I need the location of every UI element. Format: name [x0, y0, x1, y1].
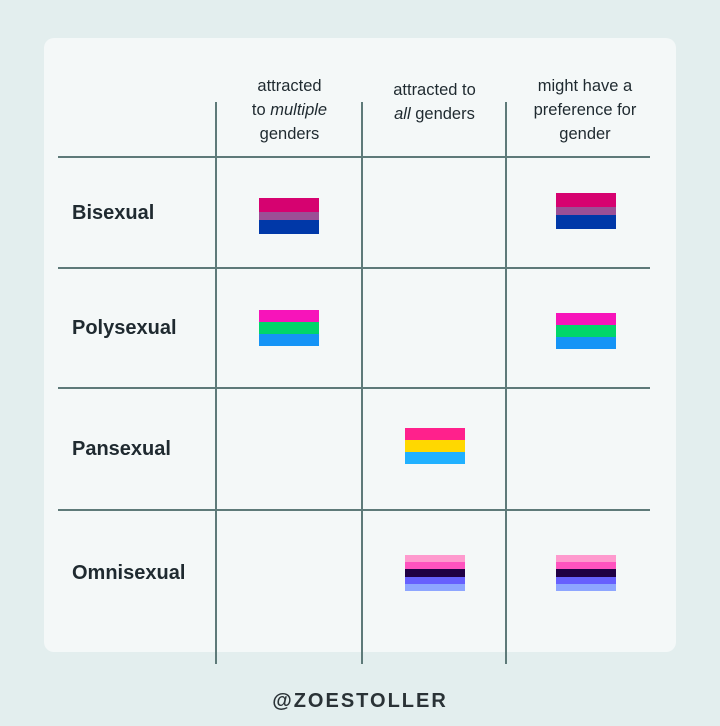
flag-stripe: [556, 576, 616, 584]
flag-stripe: [259, 219, 319, 235]
column-header-line: preference for: [533, 101, 637, 119]
column-header-all: attracted to all genders: [363, 58, 506, 146]
flag-stripe: [556, 555, 616, 563]
row-header-omnisexual: Omnisexual: [72, 561, 186, 584]
column-header-line: genders: [259, 125, 320, 143]
grid-line-h4: [58, 509, 650, 511]
flag-stripe: [556, 337, 616, 349]
flag-stripe: [259, 212, 319, 220]
flag-stripe: [259, 334, 319, 346]
row-header-bisexual: Bisexual: [72, 201, 155, 224]
flag-stripe: [259, 310, 319, 322]
flag-stripe: [405, 583, 465, 592]
column-header-multiple: attracted to multiple genders: [217, 66, 362, 154]
grid-line-v2: [361, 102, 363, 664]
flag-stripe: [556, 193, 616, 208]
polysexual-flag-preference: [556, 313, 616, 349]
flag-stripe: [259, 198, 319, 213]
row-header-pansexual: Pansexual: [72, 437, 171, 460]
omnisexual-flag-all: [405, 555, 465, 592]
flag-stripe: [405, 562, 465, 570]
column-header-line: genders: [410, 105, 475, 123]
column-header-line: might have a: [537, 77, 633, 95]
flag-stripe: [405, 440, 465, 452]
grid-line-h1: [58, 156, 650, 158]
omnisexual-flag-preference: [556, 555, 616, 592]
column-header-emphasis: multiple: [270, 101, 328, 119]
grid-line-v1: [215, 102, 217, 664]
flag-stripe: [405, 555, 465, 563]
flag-stripe: [556, 325, 616, 337]
column-header-preference: might have a preference for gender: [507, 66, 663, 154]
bisexual-flag-preference: [556, 193, 616, 230]
flag-stripe: [556, 313, 616, 325]
flag-stripe: [556, 583, 616, 592]
polysexual-flag-multiple: [259, 310, 319, 346]
column-header-emphasis: all: [394, 105, 411, 123]
flag-stripe: [259, 322, 319, 334]
flag-stripe: [405, 576, 465, 584]
flag-stripe: [556, 207, 616, 215]
grid-line-v3: [505, 102, 507, 664]
flag-stripe: [405, 569, 465, 577]
column-header-line: gender: [559, 125, 611, 143]
bisexual-flag-multiple: [259, 198, 319, 235]
flag-stripe: [556, 569, 616, 577]
flag-stripe: [405, 428, 465, 440]
column-header-line: attracted: [257, 77, 322, 95]
row-header-polysexual: Polysexual: [72, 316, 177, 339]
flag-stripe: [556, 562, 616, 570]
credit-handle: @ZOESTOLLER: [272, 690, 448, 712]
flag-stripe: [556, 214, 616, 230]
flag-stripe: [405, 452, 465, 464]
column-header-line: to: [251, 101, 271, 119]
grid-line-h3: [58, 387, 650, 389]
pansexual-flag-all: [405, 428, 465, 464]
column-header-line: attracted to: [393, 81, 476, 99]
grid-line-h2: [58, 267, 650, 269]
